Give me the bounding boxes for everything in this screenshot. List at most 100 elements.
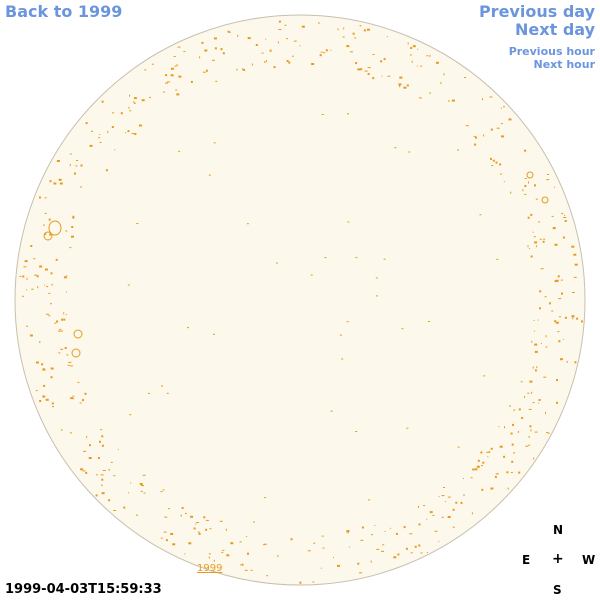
back-to-year-link[interactable]: Back to 1999 xyxy=(5,2,123,21)
solar-feature-mark xyxy=(58,352,61,354)
solar-feature-mark xyxy=(221,551,224,553)
solar-feature-mark xyxy=(160,537,163,539)
solar-feature-mark xyxy=(546,174,549,175)
next-day-link[interactable]: Next day xyxy=(515,20,595,39)
solar-feature-mark xyxy=(530,429,532,432)
solar-feature-mark xyxy=(337,28,339,31)
solar-feature-mark xyxy=(247,552,249,555)
solar-feature-mark xyxy=(34,274,38,276)
solar-feature-mark xyxy=(443,73,445,76)
solar-feature-mark xyxy=(545,346,548,348)
solar-feature-mark xyxy=(347,113,349,115)
solar-feature-mark xyxy=(45,398,49,401)
solar-feature-mark xyxy=(97,457,100,459)
solar-feature-mark xyxy=(151,63,154,65)
solar-feature-mark xyxy=(337,564,340,567)
solar-feature-mark xyxy=(35,390,38,392)
solar-feature-mark xyxy=(61,318,64,321)
solar-feature-mark xyxy=(244,569,248,571)
solar-feature-mark xyxy=(312,581,315,583)
solar-feature-mark xyxy=(101,444,104,447)
solar-feature-mark xyxy=(429,92,431,95)
solar-feature-mark xyxy=(480,451,483,454)
solar-feature-mark xyxy=(144,69,147,71)
previous-day-link[interactable]: Previous day xyxy=(478,2,595,21)
solar-feature-mark xyxy=(41,363,44,366)
solar-feature-mark xyxy=(406,84,409,87)
solar-feature-mark xyxy=(426,552,428,553)
solar-feature-mark xyxy=(438,496,440,498)
solar-feature-mark xyxy=(101,484,103,487)
year-link[interactable]: 1999 xyxy=(197,563,223,574)
solar-feature-mark xyxy=(193,527,196,530)
solar-feature-mark xyxy=(127,130,130,133)
solar-feature-mark xyxy=(513,452,516,454)
solar-feature-mark xyxy=(99,142,102,143)
solar-feature-mark xyxy=(532,366,534,369)
solar-feature-mark xyxy=(265,60,267,63)
solar-feature-mark xyxy=(573,276,577,278)
solar-feature-mark xyxy=(540,268,544,270)
solar-feature-mark xyxy=(199,56,201,59)
solar-feature-mark xyxy=(508,118,512,121)
solar-feature-mark xyxy=(455,501,458,504)
solar-feature-mark xyxy=(571,315,575,318)
solar-feature-mark xyxy=(46,313,49,315)
solar-feature-mark xyxy=(564,214,565,216)
solar-feature-mark xyxy=(399,76,403,79)
solar-feature-mark xyxy=(132,101,135,103)
solar-feature-mark xyxy=(426,518,428,520)
solar-feature-mark xyxy=(360,68,363,71)
solar-feature-mark xyxy=(325,49,328,52)
solar-feature-mark xyxy=(321,535,324,537)
solar-feature-mark xyxy=(386,36,388,38)
solar-feature-mark xyxy=(420,552,423,554)
solar-feature-mark xyxy=(495,473,499,475)
solar-feature-mark xyxy=(534,343,538,346)
solar-feature-mark xyxy=(407,42,409,45)
solar-feature-mark xyxy=(381,550,384,552)
solar-feature-mark xyxy=(26,289,28,291)
solar-feature-mark xyxy=(70,432,72,434)
solar-feature-mark xyxy=(355,257,358,259)
solar-feature-mark xyxy=(504,426,505,429)
solar-feature-mark xyxy=(241,563,244,566)
solar-feature-mark xyxy=(368,499,371,501)
solar-feature-mark xyxy=(174,65,177,67)
solar-feature-mark xyxy=(311,63,315,65)
solar-feature-mark xyxy=(381,75,383,77)
solar-feature-mark xyxy=(518,471,521,474)
solar-feature-mark xyxy=(558,298,562,300)
solar-feature-mark xyxy=(426,55,429,57)
solar-feature-mark xyxy=(438,541,440,543)
next-hour-link[interactable]: Next hour xyxy=(533,58,596,71)
solar-feature-mark xyxy=(401,328,404,330)
solar-feature-mark xyxy=(528,444,531,446)
solar-feature-mark xyxy=(330,49,332,51)
solar-feature-mark xyxy=(564,316,567,319)
solar-feature-mark xyxy=(163,91,166,93)
solar-feature-mark xyxy=(50,272,53,275)
solar-feature-mark xyxy=(562,236,565,239)
solar-feature-mark xyxy=(522,189,524,192)
solar-feature-mark xyxy=(420,65,423,67)
solar-feature-mark xyxy=(538,399,541,401)
solar-feature-mark xyxy=(111,126,114,128)
solar-feature-mark xyxy=(246,536,248,537)
solar-feature-mark xyxy=(228,31,231,33)
solar-feature-mark xyxy=(164,516,168,518)
solar-feature-mark xyxy=(236,68,238,71)
solar-feature-mark xyxy=(264,497,267,499)
solar-feature-mark xyxy=(382,544,385,546)
solar-feature-mark xyxy=(43,224,45,226)
solar-feature-mark xyxy=(576,317,579,320)
solar-feature-mark xyxy=(44,197,47,199)
previous-hour-link[interactable]: Previous hour xyxy=(508,45,595,58)
solar-feature-mark xyxy=(286,38,289,40)
solar-feature-mark xyxy=(120,112,123,115)
solar-feature-mark xyxy=(520,381,523,383)
solar-feature-mark xyxy=(414,545,417,548)
solar-feature-mark xyxy=(129,110,132,112)
solar-feature-mark xyxy=(163,531,167,533)
solar-feature-mark xyxy=(320,567,322,569)
